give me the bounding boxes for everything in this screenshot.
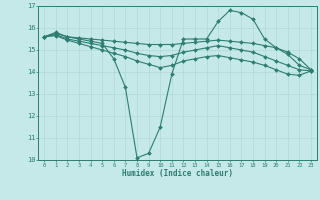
X-axis label: Humidex (Indice chaleur): Humidex (Indice chaleur) [122, 169, 233, 178]
